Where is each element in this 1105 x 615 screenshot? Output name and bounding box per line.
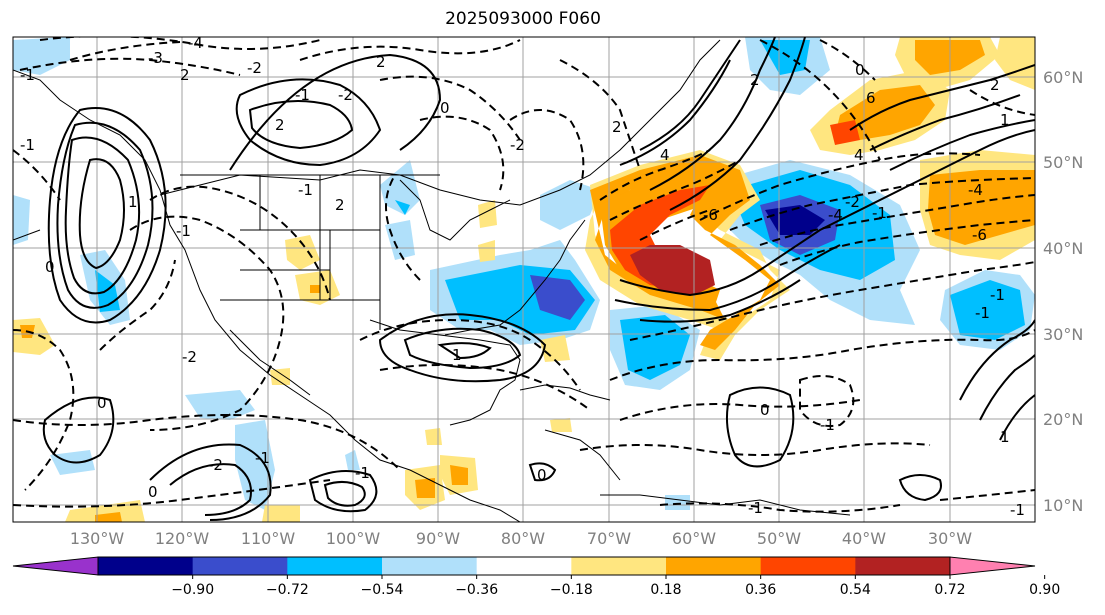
colorbar-cell [382, 557, 478, 575]
contour-label: -2 [845, 193, 860, 211]
contour-label: 4 [660, 146, 670, 164]
contour-label: 1 [452, 346, 462, 364]
lon-label: 90°W [416, 529, 460, 548]
contour-label: 2 [376, 53, 386, 71]
contour-label: -2 [510, 136, 525, 154]
latitude-labels: 60°N 50°N 40°N 30°N 20°N 10°N [1043, 68, 1083, 515]
colorbar-tick-label: −0.18 [550, 582, 593, 598]
colorbar-extend-high [949, 556, 1036, 576]
contour-label: -1 [20, 136, 35, 154]
map-frame [12, 36, 1036, 523]
contour-label: -1 [1010, 501, 1025, 519]
lon-label: 120°W [155, 529, 210, 548]
contour-label: 2 [180, 66, 190, 84]
contour-label: -6 [703, 206, 718, 224]
contour-label: 0 [760, 401, 770, 419]
colorbar-tick-label: −0.72 [266, 582, 309, 598]
colorbar-cell [760, 557, 856, 575]
contour-label: 4 [854, 146, 864, 164]
contour-label: 1 [1000, 111, 1010, 129]
lat-label: 60°N [1043, 68, 1083, 87]
graticule [13, 37, 1035, 522]
colorbar-cell [571, 557, 667, 575]
contour-label: -4 [968, 181, 983, 199]
colorbar-cell [476, 557, 572, 575]
contour-label: 0 [537, 466, 547, 484]
lat-label: 10°N [1043, 496, 1083, 515]
contour-label: -6 [972, 226, 987, 244]
contour-label: -1 [298, 181, 313, 199]
lon-label: 70°W [587, 529, 631, 548]
colorbar-cell [287, 557, 383, 575]
colorbar-tick-label: 0.36 [745, 582, 776, 598]
lon-label: 130°W [70, 529, 125, 548]
contour-label: -2 [338, 86, 353, 104]
colorbar-tick-label: 0.54 [840, 582, 871, 598]
lat-label: 20°N [1043, 410, 1083, 429]
colorbar-cell [666, 557, 762, 575]
contour-label: 0 [440, 99, 450, 117]
solid-contours [42, 37, 1035, 521]
contour-label: -1 [295, 86, 310, 104]
colorbar-tick-label: 0.18 [650, 582, 681, 598]
contour-label: -2 [208, 456, 223, 474]
lat-label: 30°N [1043, 325, 1083, 344]
colorbar-tick-label: 0.90 [1029, 582, 1060, 598]
contour-label: 1 [1000, 428, 1010, 446]
colorbar-cell [98, 557, 194, 575]
contour-label: -4 [828, 206, 843, 224]
colorbar-cell [192, 557, 288, 575]
colorbar-tick-label: −0.90 [171, 582, 214, 598]
contour-label: -1 [355, 464, 370, 482]
contour-label: -2 [247, 59, 262, 77]
contour-label: 2 [750, 71, 760, 89]
contour-label: -1 [748, 499, 763, 517]
lat-label: 50°N [1043, 153, 1083, 172]
longitude-labels: 130°W 120°W 110°W 100°W 90°W 80°W 70°W 6… [70, 529, 972, 548]
lat-label: 40°N [1043, 239, 1083, 258]
contour-label: 0 [148, 483, 158, 501]
contour-label: -3 [148, 49, 163, 67]
lon-label: 110°W [241, 529, 296, 548]
map-content: -3 -4 2 -2 -1 0 1 2 -2 2 -1 -1 2 1 -2 0 … [13, 34, 1035, 522]
contour-label: 1 [128, 193, 138, 211]
contour-label: -1 [990, 286, 1005, 304]
contour-label: 0 [855, 61, 865, 79]
lon-label: 40°W [842, 529, 886, 548]
lon-label: 50°W [757, 529, 801, 548]
contour-label: -1 [872, 204, 887, 222]
contour-label: -2 [182, 348, 197, 366]
colorbar-frame [97, 556, 951, 576]
contour-label: -1 [820, 416, 835, 434]
colorbar-tick-label: −0.54 [361, 582, 404, 598]
contour-label: -1 [255, 449, 270, 467]
contour-label: -1 [20, 66, 35, 84]
contour-label: 0 [97, 394, 107, 412]
colorbar-tick-label: 0.72 [934, 582, 965, 598]
contour-labels: -3 -4 2 -2 -1 0 1 2 -2 2 -1 -1 2 1 -2 0 … [20, 34, 1025, 519]
lon-label: 80°W [501, 529, 545, 548]
shaded-field [13, 37, 1035, 522]
colorbar-extend-low [12, 556, 99, 576]
contour-label: -1 [176, 222, 191, 240]
contour-label: 2 [275, 116, 285, 134]
contour-label: 2 [612, 118, 622, 136]
contour-label: 0 [45, 258, 55, 276]
map-title: 2025093000 F060 [445, 9, 601, 29]
contour-label: -4 [188, 34, 203, 52]
contour-label: -1 [975, 304, 990, 322]
colorbar-tick-label: −0.36 [455, 582, 498, 598]
lon-label: 30°W [928, 529, 972, 548]
contour-label: 2 [335, 196, 345, 214]
dashed-contours [13, 37, 1035, 513]
lon-label: 100°W [326, 529, 381, 548]
contour-label: 6 [866, 89, 876, 107]
lon-label: 60°W [672, 529, 716, 548]
contour-label: 2 [990, 76, 1000, 94]
colorbar-cell [855, 557, 951, 575]
colorbar: −0.90 −0.72 −0.54 −0.36 −0.18 0.18 0.36 0.54 0.7… [12, 556, 1060, 598]
